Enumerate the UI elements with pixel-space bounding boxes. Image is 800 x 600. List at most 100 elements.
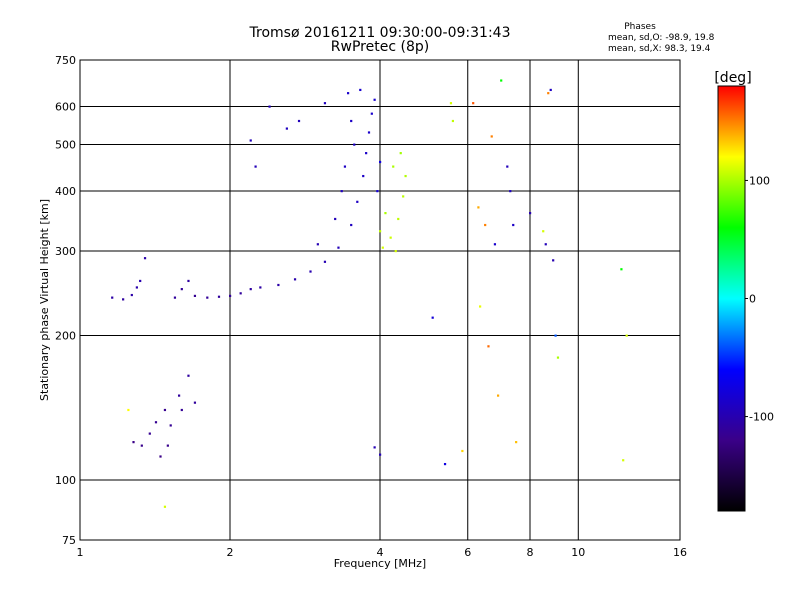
data-point <box>549 88 552 92</box>
data-point <box>373 98 376 101</box>
data-point <box>254 165 257 168</box>
data-point <box>515 441 518 444</box>
data-point <box>334 217 337 221</box>
data-point <box>277 283 280 287</box>
data-point <box>340 190 343 193</box>
chart-subtitle: RwPretec (8p) <box>330 39 430 55</box>
data-point <box>239 292 242 295</box>
data-point <box>399 152 402 155</box>
data-point <box>384 212 387 215</box>
data-point <box>544 243 547 246</box>
data-point <box>130 293 133 297</box>
data-point <box>135 286 138 289</box>
data-point <box>556 356 560 359</box>
data-point <box>484 223 487 227</box>
data-point <box>500 79 503 82</box>
data-point <box>346 92 350 95</box>
x-tick-label: 8 <box>527 546 534 559</box>
data-point <box>394 250 397 253</box>
data-point <box>249 288 252 291</box>
data-point <box>309 270 312 273</box>
data-point <box>496 394 500 397</box>
x-tick-label: 2 <box>227 546 234 559</box>
data-point <box>350 119 353 123</box>
data-point <box>379 160 382 164</box>
data-point <box>350 223 353 227</box>
data-point <box>159 455 162 458</box>
phase-stats-o: mean, sd,O: -98.9, 19.8 <box>608 33 715 43</box>
data-point <box>166 444 169 447</box>
data-point <box>285 127 288 130</box>
data-point <box>397 217 400 221</box>
data-point <box>451 119 455 123</box>
colorbar-label: [deg] <box>714 70 751 86</box>
data-point <box>293 278 297 281</box>
data-point <box>379 453 382 456</box>
grid <box>79 59 681 541</box>
data-point <box>509 190 512 193</box>
data-point <box>490 135 493 138</box>
data-point <box>163 408 167 412</box>
data-point <box>154 421 158 424</box>
data-point <box>389 236 392 239</box>
colorbar-ticks: 100 0 -100 <box>745 174 774 424</box>
data-point <box>249 139 252 142</box>
colorbar-tick-label: 100 <box>749 174 770 187</box>
y-axis-label: Stationary phase Virtual Height [km] <box>38 199 51 401</box>
data-point <box>353 143 356 146</box>
data-point <box>477 206 480 209</box>
data-point <box>177 394 181 397</box>
y-tick-label: 600 <box>55 101 76 114</box>
data-point <box>512 223 515 227</box>
y-tick-label: 75 <box>62 534 76 547</box>
data-point <box>127 408 130 412</box>
data-point <box>206 296 209 299</box>
x-axis-label: Frequency [MHz] <box>333 557 427 570</box>
y-tick-label: 500 <box>55 139 76 152</box>
data-point <box>323 102 327 105</box>
data-point <box>392 165 395 168</box>
data-point <box>259 286 262 289</box>
data-point <box>620 268 623 271</box>
data-point <box>297 119 301 123</box>
data-point <box>187 374 190 377</box>
x-axis-ticks: 1 2 4 6 8 10 16 <box>77 546 688 559</box>
data-point <box>625 334 628 337</box>
data-point <box>449 102 453 105</box>
data-point <box>404 174 407 178</box>
x-tick-label: 4 <box>377 546 384 559</box>
chart-title: Tromsø 20161211 09:30:00-09:31:43 <box>249 25 511 41</box>
data-point <box>193 294 197 297</box>
data-point <box>173 296 177 299</box>
data-point <box>180 288 183 291</box>
data-point <box>402 195 405 198</box>
data-point <box>547 92 550 95</box>
data-point <box>431 316 434 319</box>
data-point <box>506 165 509 168</box>
data-point <box>365 152 368 155</box>
colorbar-tick-label: 0 <box>749 293 756 306</box>
data-point <box>343 165 347 168</box>
data-point <box>472 102 475 105</box>
data-point <box>316 243 319 246</box>
x-tick-label: 6 <box>464 546 471 559</box>
y-axis-ticks: 75 100 200 300 400 500 600 750 <box>55 54 76 547</box>
data-point <box>479 305 482 308</box>
data-point <box>493 243 497 246</box>
colorbar <box>717 85 746 512</box>
x-tick-label: 1 <box>77 546 84 559</box>
phase-stats-x: mean, sd,X: 98.3, 19.4 <box>608 44 711 54</box>
data-point <box>323 260 327 263</box>
plot-frame <box>79 59 681 541</box>
data-point <box>376 190 379 193</box>
y-tick-label: 400 <box>55 185 76 198</box>
data-point <box>180 408 183 412</box>
data-point <box>381 246 384 249</box>
data-point <box>337 246 340 249</box>
y-tick-label: 300 <box>55 245 76 258</box>
data-point <box>370 112 373 115</box>
data-point <box>169 424 172 427</box>
data-point <box>229 294 232 297</box>
data-point <box>362 174 365 178</box>
